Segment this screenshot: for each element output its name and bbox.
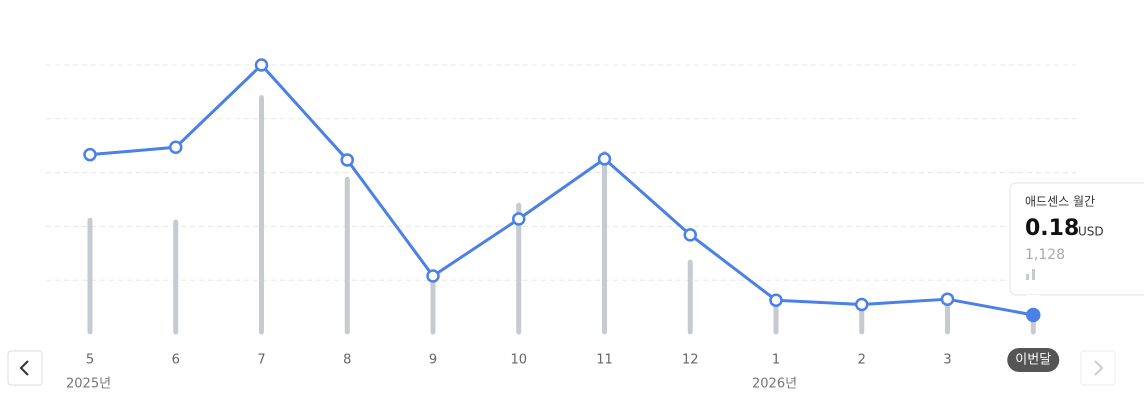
- current-month-pill: [1007, 348, 1060, 372]
- x-tick-label: 7: [257, 353, 265, 368]
- x-tick-label: 9: [429, 353, 437, 368]
- x-tick-label: 5: [86, 353, 94, 368]
- x-tick-label: 10: [510, 353, 527, 368]
- tooltip-secondary: 1,128: [1025, 247, 1065, 263]
- next-arrow: [1094, 360, 1104, 376]
- point: [940, 292, 955, 306]
- x-tick-label: 8: [343, 353, 351, 368]
- line: [89, 63, 1034, 317]
- point: [855, 297, 869, 312]
- tooltip-value: 0.18: [1025, 216, 1079, 241]
- tooltip-icon: [1032, 269, 1035, 280]
- tooltip-pointer: [1026, 295, 1041, 302]
- prev-button-box[interactable]: [7, 350, 43, 386]
- x-tick-label: 2: [858, 353, 866, 368]
- x-tick-label: 이번달: [1015, 353, 1051, 368]
- tooltip-icon: [1026, 274, 1029, 280]
- prev-arrow: [19, 360, 29, 376]
- year-label: 2025년: [66, 377, 111, 392]
- point: [254, 58, 269, 72]
- point: [426, 269, 440, 283]
- tooltip-box: [1009, 182, 1144, 296]
- point: [340, 153, 354, 167]
- tooltip-unit: USD: [1078, 225, 1104, 239]
- prev-button[interactable]: [7, 350, 43, 386]
- point: [1026, 307, 1041, 323]
- next-button-box[interactable]: [1080, 350, 1116, 386]
- point: [597, 152, 612, 166]
- x-tick-label: 11: [596, 353, 613, 368]
- year-label: 2026년: [752, 377, 797, 392]
- x-tick-label: 6: [172, 353, 180, 368]
- point: [512, 212, 526, 226]
- point: [683, 228, 697, 242]
- next-button[interactable]: [1080, 350, 1116, 386]
- x-tick-label: 12: [682, 353, 699, 368]
- x-tick-label: 1: [772, 353, 780, 368]
- point: [83, 147, 97, 162]
- point: [169, 140, 183, 155]
- x-tick-label: 3: [943, 353, 951, 368]
- tooltip-title: 애드센스 월간: [1025, 195, 1095, 209]
- point: [769, 293, 783, 307]
